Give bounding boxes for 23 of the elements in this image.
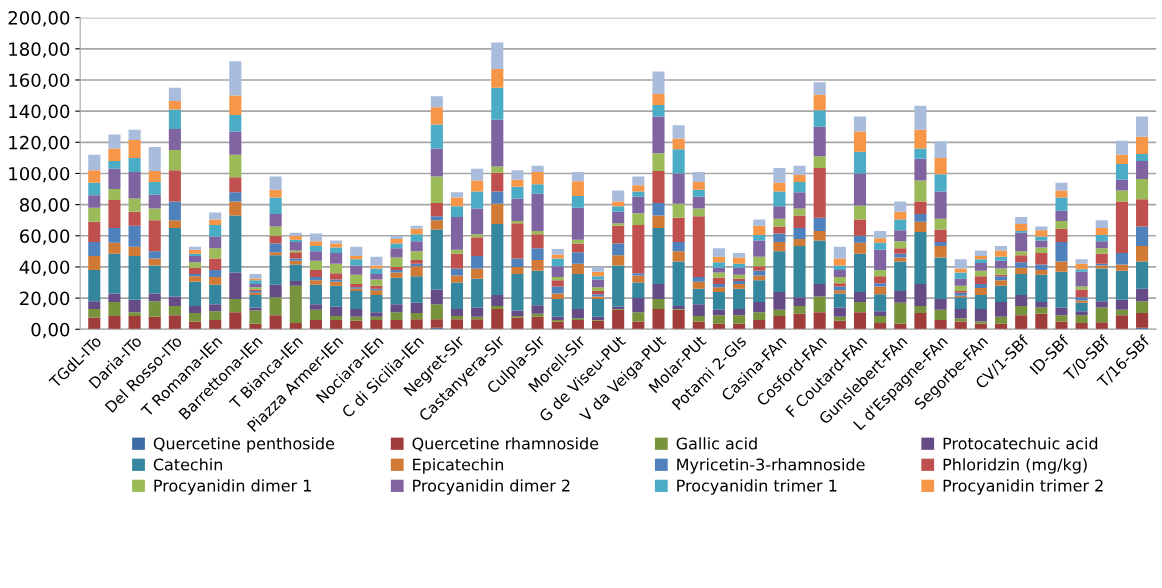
legend-label: Gallic acid xyxy=(676,437,757,450)
legend-label: Catechin xyxy=(153,458,223,471)
y-tick-label: 120,00 xyxy=(9,135,70,152)
y-tick-label: 80,00 xyxy=(19,198,70,214)
y-tick-label: 160,00 xyxy=(9,73,70,89)
legend-label: Procyanidin trimer 1 xyxy=(677,479,837,495)
legend-label: Procyanidin dimer 2 xyxy=(413,479,570,495)
y-tick-label: 20,00 xyxy=(20,291,70,308)
legend-label: Procyanidin dimer 1 xyxy=(154,479,311,495)
y-tick-label: 180,00 xyxy=(9,42,70,58)
y-tick-label: 200,00 xyxy=(8,11,70,27)
y-tick-label: 0,00 xyxy=(31,322,70,339)
y-tick-label: 60,00 xyxy=(20,229,70,245)
legend-label: Myricetin-3-rhamnoside xyxy=(677,458,865,474)
y-tick-label: 100,00 xyxy=(9,166,70,183)
y-tick-label: 40,00 xyxy=(19,260,70,276)
y-tick-label: 140,00 xyxy=(9,104,70,121)
legend-label: Quercetine rhamnoside xyxy=(412,437,599,452)
legend-label: Protocatechuic acid xyxy=(943,437,1098,450)
legend-label: Phloridzin (mg/kg) xyxy=(943,458,1087,474)
legend-label: Epicatechin xyxy=(413,458,504,474)
legend-label: Quercetine penthoside xyxy=(153,437,335,453)
legend-label: Procyanidin trimer 2 xyxy=(943,479,1103,495)
